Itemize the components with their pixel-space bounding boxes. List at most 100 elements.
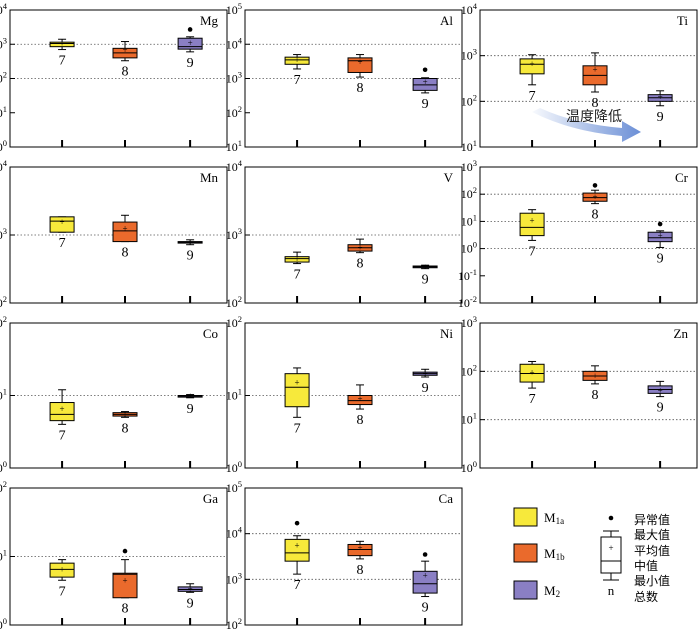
mean-marker: + bbox=[188, 584, 193, 594]
mean-marker: + bbox=[295, 55, 300, 65]
iqr-box bbox=[284, 256, 310, 263]
mean-marker: + bbox=[122, 409, 127, 419]
y-tick-label: 100 bbox=[0, 616, 7, 631]
outlier-point bbox=[187, 27, 193, 32]
count-label: 8 bbox=[357, 413, 364, 428]
box-M1b: +8 bbox=[582, 52, 608, 111]
element-label: Ti bbox=[677, 13, 688, 28]
box-M2: +9 bbox=[412, 369, 438, 396]
legend-item-M2: M2 bbox=[513, 580, 560, 600]
panel-co: 100101102Co+7+8+9 bbox=[0, 314, 228, 475]
count-label: 9 bbox=[187, 249, 194, 264]
y-tick-label: 100 bbox=[0, 138, 7, 154]
mean-marker: + bbox=[295, 541, 300, 551]
count-label: 7 bbox=[529, 392, 536, 407]
iqr-box bbox=[112, 221, 138, 243]
iqr-box bbox=[412, 570, 438, 594]
key-label-outlier: 异常值 bbox=[634, 512, 670, 527]
key-n-label: n bbox=[608, 583, 615, 598]
mean-marker: + bbox=[295, 254, 300, 264]
panel-frame bbox=[479, 166, 698, 304]
y-tick-label: 104 bbox=[226, 35, 243, 51]
count-label: 8 bbox=[122, 602, 129, 617]
legend-swatch bbox=[513, 543, 538, 563]
count-label: 8 bbox=[592, 388, 599, 403]
box-M2: +9 bbox=[177, 391, 203, 417]
y-tick-label: 102 bbox=[226, 104, 242, 120]
temperature-arrow bbox=[532, 108, 641, 142]
mean-marker: + bbox=[530, 59, 535, 69]
box-M1b: +8 bbox=[112, 548, 138, 617]
panel-ga: 100101102Ga+7+8+9 bbox=[0, 479, 228, 632]
outlier-point bbox=[422, 67, 428, 73]
y-tick-label: 101 bbox=[226, 387, 242, 403]
y-tick-label: 103 bbox=[461, 158, 477, 174]
iqr-box bbox=[284, 538, 310, 562]
y-tick-label: 101 bbox=[461, 138, 477, 154]
mean-marker: + bbox=[295, 378, 300, 388]
legend-label: M2 bbox=[544, 583, 560, 599]
mean-marker: + bbox=[60, 564, 65, 574]
mean-marker: + bbox=[60, 39, 65, 49]
iqr-box bbox=[284, 373, 310, 408]
box-M2: +9 bbox=[647, 221, 673, 266]
y-tick-label: 102 bbox=[461, 362, 477, 378]
y-tick-label: 102 bbox=[0, 70, 7, 86]
count-label: 8 bbox=[592, 96, 599, 111]
iqr-box bbox=[519, 212, 545, 237]
iqr-box bbox=[347, 57, 373, 73]
box-M1a: +7 bbox=[519, 209, 545, 259]
y-tick-label: 102 bbox=[226, 294, 242, 310]
outlier-point bbox=[122, 548, 128, 554]
box-M1b: +8 bbox=[347, 540, 373, 578]
legend-label: M1a bbox=[544, 510, 564, 526]
mean-marker: + bbox=[357, 57, 362, 67]
mean-marker: + bbox=[188, 237, 193, 247]
element-label: Co bbox=[203, 326, 218, 341]
mean-marker: + bbox=[122, 45, 127, 55]
outlier-point bbox=[422, 552, 428, 557]
element-label: Zn bbox=[674, 326, 689, 341]
y-tick-label: 102 bbox=[461, 92, 477, 108]
count-label: 9 bbox=[187, 56, 194, 71]
element-label: Ga bbox=[203, 491, 218, 506]
mean-marker: + bbox=[423, 571, 428, 581]
y-tick-label: 103 bbox=[226, 570, 242, 586]
box-M1a: +7 bbox=[49, 389, 75, 443]
key-label-max: 最大值 bbox=[634, 527, 670, 542]
mean-marker: + bbox=[530, 215, 535, 225]
iqr-box bbox=[347, 543, 373, 557]
panel-frame bbox=[9, 322, 228, 469]
mean-marker: + bbox=[188, 38, 193, 48]
panel-frame bbox=[244, 487, 463, 626]
mean-marker: + bbox=[592, 192, 597, 202]
mean-marker: + bbox=[658, 92, 663, 102]
panel-frame bbox=[9, 487, 228, 626]
box-M1a: +7 bbox=[284, 54, 310, 88]
box-M1b: +8 bbox=[347, 238, 373, 272]
iqr-box bbox=[112, 572, 138, 599]
count-label: 7 bbox=[294, 73, 301, 88]
y-tick-label: 105 bbox=[226, 1, 242, 17]
iqr-box bbox=[647, 231, 673, 243]
count-label: 9 bbox=[187, 402, 194, 417]
mean-marker: + bbox=[357, 242, 362, 252]
element-label: Mn bbox=[200, 170, 219, 185]
count-label: 8 bbox=[357, 81, 364, 96]
element-label: Al bbox=[440, 13, 453, 28]
legend-item-M1a: M1a bbox=[513, 507, 564, 527]
mean-marker: + bbox=[423, 77, 428, 87]
count-label: 7 bbox=[294, 421, 301, 436]
annotation-text: 温度降低 bbox=[566, 109, 622, 125]
y-tick-label: 102 bbox=[0, 314, 7, 330]
count-label: 8 bbox=[122, 421, 129, 436]
mean-marker: + bbox=[357, 394, 362, 404]
count-label: 8 bbox=[122, 246, 129, 261]
count-label: 7 bbox=[529, 244, 536, 259]
